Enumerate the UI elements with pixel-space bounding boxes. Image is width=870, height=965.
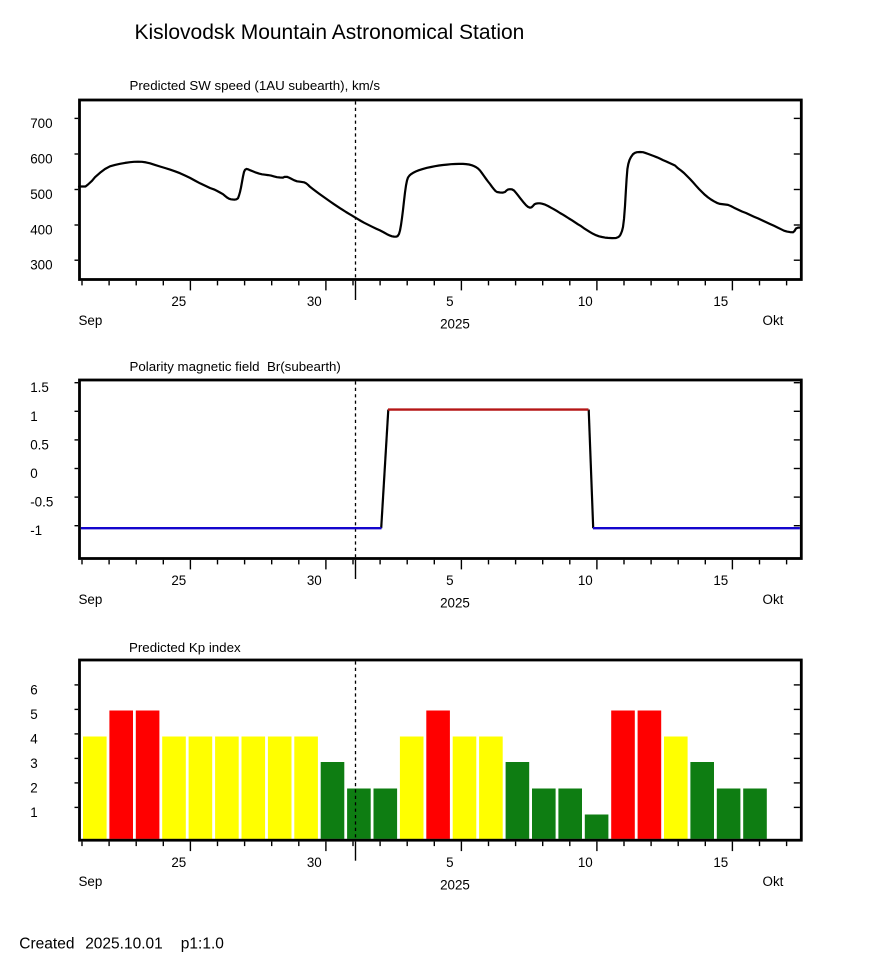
svg-text:1: 1 xyxy=(30,805,37,820)
svg-text:400: 400 xyxy=(30,223,52,238)
svg-text:30: 30 xyxy=(307,294,322,309)
svg-text:10: 10 xyxy=(578,855,593,870)
svg-text:25: 25 xyxy=(171,855,186,870)
svg-text:0: 0 xyxy=(30,466,37,481)
svg-text:1.5: 1.5 xyxy=(30,380,49,395)
svg-text:Sep: Sep xyxy=(79,874,103,889)
svg-text:1: 1 xyxy=(30,409,37,424)
svg-text:-0.5: -0.5 xyxy=(30,495,53,510)
svg-text:2025: 2025 xyxy=(440,596,470,611)
svg-text:10: 10 xyxy=(578,294,593,309)
svg-text:500: 500 xyxy=(30,187,52,202)
svg-text:0.5: 0.5 xyxy=(30,437,49,452)
svg-text:15: 15 xyxy=(713,855,728,870)
svg-text:4: 4 xyxy=(30,731,38,746)
svg-text:30: 30 xyxy=(307,573,322,588)
svg-text:30: 30 xyxy=(307,855,322,870)
svg-text:Okt: Okt xyxy=(763,592,784,607)
svg-text:Predicted SW speed (1AU subear: Predicted SW speed (1AU subearth), km/s xyxy=(130,78,381,93)
svg-text:5: 5 xyxy=(446,573,453,588)
svg-text:Okt: Okt xyxy=(763,313,784,328)
svg-text:25: 25 xyxy=(171,573,186,588)
svg-text:6: 6 xyxy=(30,682,37,697)
svg-text:Predicted Kp index: Predicted Kp index xyxy=(129,640,241,655)
svg-text:10: 10 xyxy=(578,573,593,588)
svg-text:Sep: Sep xyxy=(79,313,103,328)
svg-text:5: 5 xyxy=(30,707,37,722)
svg-text:600: 600 xyxy=(30,152,52,167)
svg-text:5: 5 xyxy=(446,294,453,309)
svg-text:3: 3 xyxy=(30,756,37,771)
svg-text:Polarity magnetic field Br(su: Polarity magnetic field Br(subearth) xyxy=(130,359,341,374)
svg-text:15: 15 xyxy=(713,573,728,588)
svg-text:Kislovodsk Mountain Astronomic: Kislovodsk Mountain Astronomical Station xyxy=(135,21,525,44)
svg-text:15: 15 xyxy=(713,294,728,309)
svg-text:2025: 2025 xyxy=(440,877,470,892)
svg-text:2: 2 xyxy=(30,780,37,795)
svg-text:-1: -1 xyxy=(30,523,42,538)
svg-text:Sep: Sep xyxy=(79,592,103,607)
svg-text:5: 5 xyxy=(446,855,453,870)
svg-text:Okt: Okt xyxy=(763,874,784,889)
svg-text:700: 700 xyxy=(30,116,52,131)
svg-text:2025: 2025 xyxy=(440,317,470,332)
svg-text:25: 25 xyxy=(171,294,186,309)
svg-text:300: 300 xyxy=(30,258,52,273)
